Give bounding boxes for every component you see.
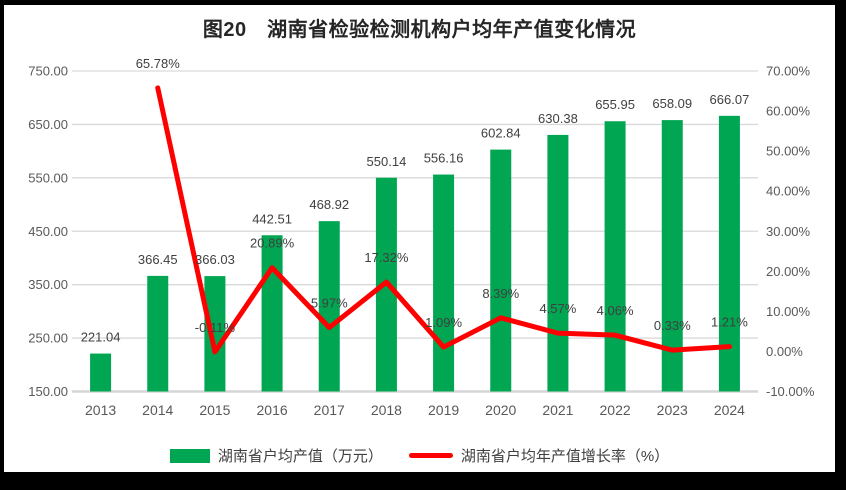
svg-text:20.89%: 20.89% xyxy=(250,236,295,251)
line-series-swatch xyxy=(408,453,453,458)
svg-text:2023: 2023 xyxy=(657,402,688,418)
svg-text:2024: 2024 xyxy=(714,402,745,418)
svg-text:2020: 2020 xyxy=(485,402,516,418)
svg-text:150.00: 150.00 xyxy=(28,384,68,399)
svg-text:655.95: 655.95 xyxy=(595,97,635,112)
svg-text:366.03: 366.03 xyxy=(195,252,235,267)
svg-text:2016: 2016 xyxy=(257,402,288,418)
svg-text:4.06%: 4.06% xyxy=(597,303,634,318)
svg-text:550.00: 550.00 xyxy=(28,170,68,185)
chart-title: 图20 湖南省检验检测机构户均年产值变化情况 xyxy=(202,19,637,41)
svg-text:450.00: 450.00 xyxy=(28,224,68,239)
svg-text:1.21%: 1.21% xyxy=(711,315,748,330)
svg-text:10.00%: 10.00% xyxy=(766,304,811,319)
chart-panel: 图20 湖南省检验检测机构户均年产值变化情况 221.04 366.45 366.0… xyxy=(4,5,835,472)
svg-text:-0.11%: -0.11% xyxy=(195,320,236,335)
svg-text:250.00: 250.00 xyxy=(28,331,68,346)
svg-text:2013: 2013 xyxy=(85,402,116,418)
svg-text:60.00%: 60.00% xyxy=(766,104,811,119)
svg-text:70.00%: 70.00% xyxy=(766,64,811,79)
legend-item-line-series: 湖南省户均年产值增长率（%） xyxy=(408,445,670,466)
svg-text:602.84: 602.84 xyxy=(481,126,521,141)
svg-text:4.57%: 4.57% xyxy=(539,301,576,316)
svg-text:30.00%: 30.00% xyxy=(766,224,811,239)
svg-text:-10.00%: -10.00% xyxy=(766,384,815,399)
svg-text:2021: 2021 xyxy=(542,402,573,418)
svg-text:2018: 2018 xyxy=(371,402,402,418)
legend: 湖南省户均产值（万元） 湖南省户均年产值增长率（%） xyxy=(4,445,835,466)
svg-text:750.00: 750.00 xyxy=(28,64,68,79)
svg-text:17.32%: 17.32% xyxy=(364,250,409,265)
svg-text:2017: 2017 xyxy=(314,402,345,418)
svg-text:556.16: 556.16 xyxy=(424,151,464,166)
svg-text:550.14: 550.14 xyxy=(367,154,407,169)
svg-text:630.38: 630.38 xyxy=(538,111,578,126)
svg-text:0.33%: 0.33% xyxy=(654,318,691,333)
bar-series-label: 湖南省户均产值（万元） xyxy=(217,448,383,465)
svg-text:20.00%: 20.00% xyxy=(766,264,811,279)
line-series-label: 湖南省户均年产值增长率（%） xyxy=(460,448,670,465)
combo-chart: 221.04 366.45 366.03 442.51 468.92 550.14 556.… xyxy=(28,56,815,418)
svg-text:221.04: 221.04 xyxy=(81,330,121,345)
svg-text:65.78%: 65.78% xyxy=(136,56,181,71)
svg-text:2022: 2022 xyxy=(600,402,631,418)
svg-text:2019: 2019 xyxy=(428,402,459,418)
svg-text:366.45: 366.45 xyxy=(138,252,178,267)
svg-text:1.09%: 1.09% xyxy=(425,315,462,330)
legend-item-bar-series: 湖南省户均产值（万元） xyxy=(169,445,383,466)
svg-text:350.00: 350.00 xyxy=(28,277,68,292)
svg-text:468.92: 468.92 xyxy=(309,197,349,212)
svg-text:5.97%: 5.97% xyxy=(311,296,348,311)
svg-text:2014: 2014 xyxy=(142,402,173,418)
svg-text:442.51: 442.51 xyxy=(252,211,292,226)
svg-text:658.09: 658.09 xyxy=(652,96,692,111)
svg-text:40.00%: 40.00% xyxy=(766,184,811,199)
svg-text:650.00: 650.00 xyxy=(28,117,68,132)
svg-text:0.00%: 0.00% xyxy=(766,344,803,359)
svg-text:666.07: 666.07 xyxy=(710,92,750,107)
bar-series-swatch xyxy=(169,448,210,463)
svg-text:2015: 2015 xyxy=(199,402,230,418)
svg-text:50.00%: 50.00% xyxy=(766,144,811,159)
svg-text:8.39%: 8.39% xyxy=(482,286,519,301)
